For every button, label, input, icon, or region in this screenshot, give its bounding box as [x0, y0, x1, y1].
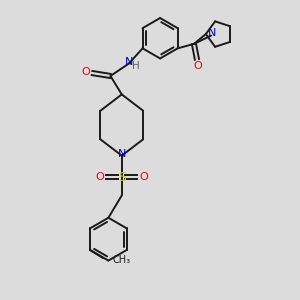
Text: N: N — [118, 149, 126, 159]
Text: O: O — [140, 172, 148, 182]
Text: N: N — [125, 57, 133, 67]
Text: CH₃: CH₃ — [112, 255, 130, 265]
Text: O: O — [193, 61, 202, 71]
Text: S: S — [118, 170, 126, 184]
Text: H: H — [132, 61, 139, 71]
Text: N: N — [208, 28, 217, 38]
Text: O: O — [81, 68, 90, 77]
Text: O: O — [95, 172, 104, 182]
